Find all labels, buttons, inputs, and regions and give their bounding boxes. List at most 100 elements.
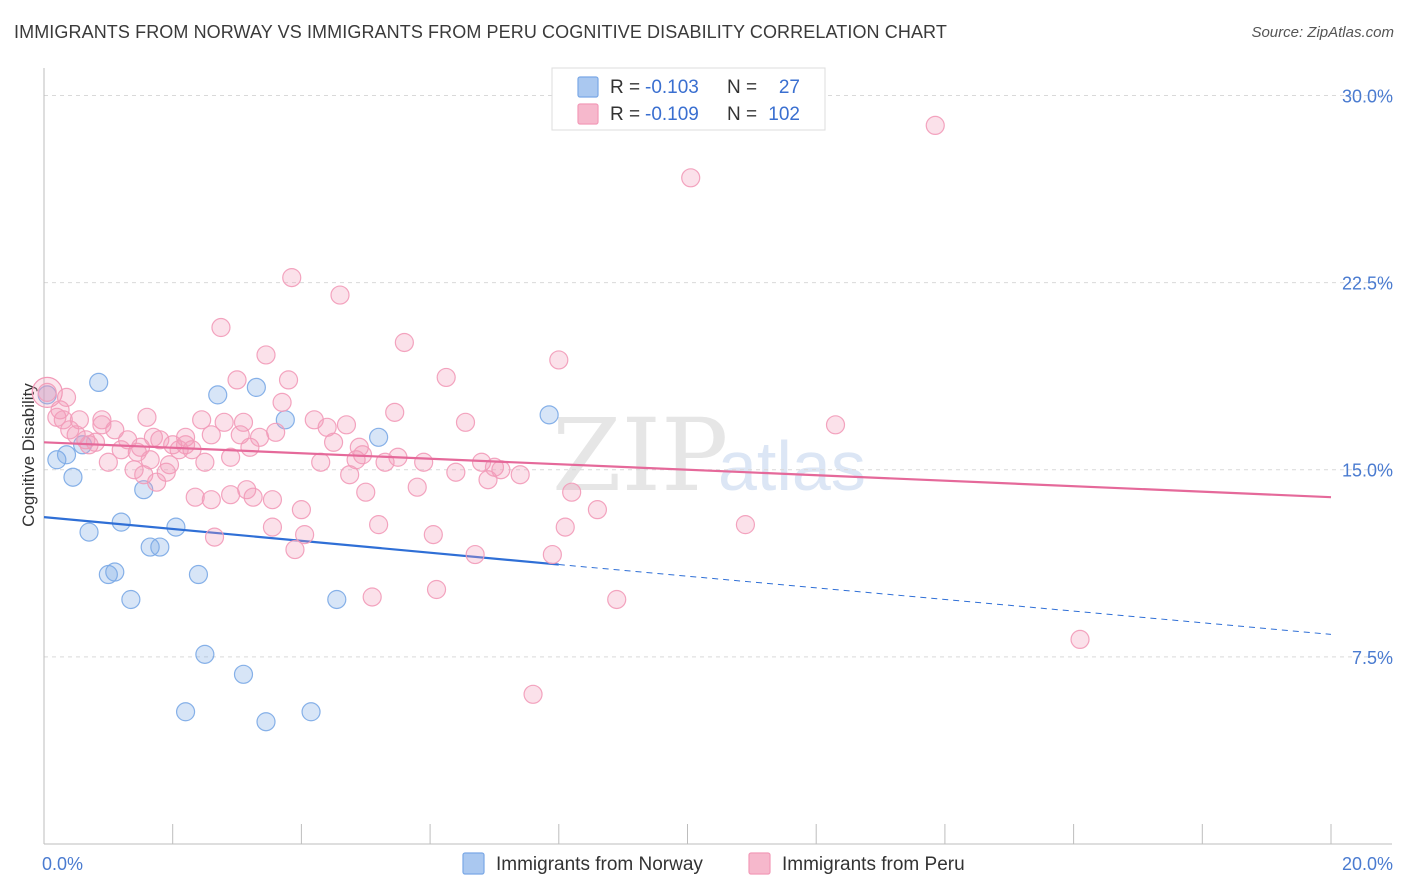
trend-line-extension bbox=[558, 564, 1332, 635]
x-tick-label-0: 0.0% bbox=[42, 854, 83, 874]
data-point bbox=[211, 317, 231, 338]
data-point bbox=[159, 455, 180, 475]
bottom-legend-swatch-norway bbox=[462, 852, 485, 875]
data-point bbox=[323, 432, 344, 452]
chart-title: IMMIGRANTS FROM NORWAY VS IMMIGRANTS FRO… bbox=[14, 22, 947, 42]
data-point bbox=[735, 515, 756, 535]
data-point bbox=[426, 579, 447, 600]
y-tick-label-1: 15.0% bbox=[1342, 461, 1393, 481]
legend-r-value-norway: -0.103 bbox=[645, 77, 699, 98]
data-point bbox=[111, 512, 131, 532]
data-point bbox=[385, 402, 405, 422]
data-point bbox=[237, 480, 257, 500]
data-point bbox=[214, 412, 234, 432]
legend-n-value-peru: 102 bbox=[768, 104, 800, 125]
watermark-atlas: atlas bbox=[718, 427, 866, 505]
series-layer bbox=[31, 115, 1332, 732]
trend-line bbox=[43, 441, 1332, 499]
data-point bbox=[56, 445, 77, 465]
data-point bbox=[436, 367, 456, 388]
data-point bbox=[47, 450, 67, 470]
data-point bbox=[549, 350, 569, 370]
data-point bbox=[79, 522, 99, 542]
data-point bbox=[266, 422, 286, 442]
data-point bbox=[166, 517, 186, 537]
data-point bbox=[330, 285, 350, 305]
data-point bbox=[301, 702, 321, 722]
data-point bbox=[607, 589, 627, 610]
data-point bbox=[295, 525, 315, 545]
data-point bbox=[423, 525, 443, 545]
data-point bbox=[233, 412, 254, 432]
y-tick-label-2: 22.5% bbox=[1342, 274, 1393, 294]
grid-lines bbox=[44, 94, 1392, 658]
data-point bbox=[204, 527, 225, 547]
data-point bbox=[92, 415, 112, 435]
data-point bbox=[192, 410, 212, 430]
data-point bbox=[37, 382, 57, 402]
data-point bbox=[63, 467, 83, 487]
data-point bbox=[147, 472, 167, 492]
data-point bbox=[243, 487, 263, 507]
data-point bbox=[262, 517, 283, 537]
data-point bbox=[523, 684, 543, 704]
data-point bbox=[327, 589, 347, 610]
bottom-legend: Immigrants from Norway Immigrants from P… bbox=[462, 852, 965, 875]
bottom-legend-label-peru: Immigrants from Peru bbox=[782, 854, 965, 875]
tick-labels: 7.5% 15.0% 22.5% 30.0% 0.0% 20.0% bbox=[42, 86, 1393, 874]
trend-line bbox=[43, 516, 559, 566]
data-point bbox=[587, 500, 608, 520]
data-point bbox=[249, 427, 270, 447]
data-point bbox=[185, 487, 205, 507]
legend-r-label-norway: R = bbox=[610, 77, 640, 98]
y-tick-label-3: 30.0% bbox=[1342, 86, 1393, 106]
data-point bbox=[221, 485, 241, 505]
data-point bbox=[31, 376, 63, 408]
legend-n-label-peru: N = bbox=[727, 104, 757, 125]
data-point bbox=[510, 465, 530, 485]
data-point bbox=[195, 452, 215, 472]
data-point bbox=[369, 427, 389, 447]
data-point bbox=[825, 415, 846, 435]
data-point bbox=[60, 420, 80, 440]
data-point bbox=[369, 515, 389, 535]
legend-swatch-peru bbox=[577, 103, 599, 125]
data-point bbox=[925, 115, 945, 136]
data-point bbox=[491, 460, 511, 480]
legend-r-label-peru: R = bbox=[610, 104, 640, 125]
chart-source: Source: ZipAtlas.com bbox=[1251, 24, 1394, 41]
data-point bbox=[188, 564, 209, 585]
axes bbox=[43, 68, 1392, 845]
bottom-legend-label-norway: Immigrants from Norway bbox=[496, 854, 703, 875]
data-point bbox=[98, 452, 118, 472]
data-point bbox=[150, 537, 170, 557]
watermark-zip: ZIP bbox=[552, 397, 728, 514]
y-tick-label-0: 7.5% bbox=[1352, 648, 1393, 668]
data-point bbox=[278, 370, 299, 390]
data-point bbox=[362, 587, 382, 607]
data-point bbox=[272, 392, 292, 412]
data-point bbox=[143, 427, 163, 447]
data-point bbox=[291, 500, 311, 520]
data-point bbox=[140, 537, 160, 557]
data-point bbox=[233, 664, 254, 684]
data-point bbox=[555, 517, 575, 537]
data-point bbox=[105, 420, 125, 440]
legend-n-value-norway: 27 bbox=[779, 77, 800, 98]
data-point bbox=[105, 562, 125, 582]
legend-swatch-norway bbox=[577, 76, 599, 98]
data-point bbox=[92, 410, 112, 430]
data-point bbox=[414, 452, 434, 472]
data-point bbox=[282, 268, 302, 288]
legend-n-label-norway: N = bbox=[727, 77, 757, 98]
x-tick-label-1: 20.0% bbox=[1342, 854, 1393, 874]
data-point bbox=[175, 427, 196, 447]
data-point bbox=[221, 447, 241, 467]
data-point bbox=[539, 405, 559, 425]
data-point bbox=[407, 477, 427, 497]
data-point bbox=[394, 332, 414, 353]
data-point bbox=[69, 410, 89, 430]
data-point bbox=[175, 435, 196, 455]
data-point bbox=[76, 430, 96, 450]
